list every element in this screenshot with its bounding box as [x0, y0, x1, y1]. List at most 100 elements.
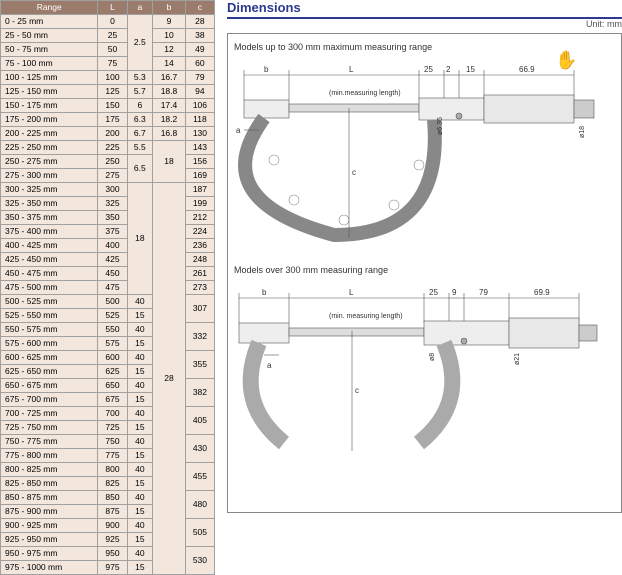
cell: 150 - 175 mm	[1, 99, 98, 113]
cell: 2.5	[127, 15, 153, 71]
cell: 40	[127, 323, 153, 337]
cell: 236	[185, 239, 214, 253]
cell: 225 - 250 mm	[1, 141, 98, 155]
cell: 5.7	[127, 85, 153, 99]
svg-text:c: c	[355, 386, 359, 395]
svg-text:ø18: ø18	[579, 126, 586, 138]
cell: 405	[185, 407, 214, 435]
cell: 625 - 650 mm	[1, 365, 98, 379]
cell: 382	[185, 379, 214, 407]
spec-table-panel: RangeLabc 0 - 25 mm02.592825 - 50 mm2510…	[0, 0, 215, 537]
cell: 25 - 50 mm	[1, 29, 98, 43]
cell: 850	[98, 491, 127, 505]
dimensions-panel: Dimensions Unit: mm Models up to 300 mm …	[215, 0, 622, 537]
cell: 775	[98, 449, 127, 463]
col-header: a	[127, 1, 153, 15]
cell: 6.5	[127, 155, 153, 183]
cell: 430	[185, 435, 214, 463]
cell: 750 - 775 mm	[1, 435, 98, 449]
diagram-box: Models up to 300 mm maximum measuring ra…	[227, 33, 622, 513]
cell: 6	[127, 99, 153, 113]
cell: 143	[185, 141, 214, 155]
cell: 15	[127, 393, 153, 407]
cell: 16.8	[153, 127, 186, 141]
svg-text:9: 9	[452, 288, 457, 297]
cell: 38	[185, 29, 214, 43]
cell: 175 - 200 mm	[1, 113, 98, 127]
svg-text:L: L	[349, 65, 354, 74]
svg-text:c: c	[352, 168, 356, 177]
cell: 40	[127, 491, 153, 505]
cell: 825	[98, 477, 127, 491]
cell: 200 - 225 mm	[1, 127, 98, 141]
cell: 125 - 150 mm	[1, 85, 98, 99]
cell: 14	[153, 57, 186, 71]
cell: 350	[98, 211, 127, 225]
cell: 118	[185, 113, 214, 127]
svg-text:69.9: 69.9	[534, 288, 550, 297]
cell: 875 - 900 mm	[1, 505, 98, 519]
cell: 480	[185, 491, 214, 519]
cell: 375 - 400 mm	[1, 225, 98, 239]
cell: 187	[185, 183, 214, 197]
cell: 525	[98, 309, 127, 323]
cell: 273	[185, 281, 214, 295]
cell: 575	[98, 337, 127, 351]
svg-text:2: 2	[446, 65, 451, 74]
cell: 15	[127, 309, 153, 323]
cell: 375	[98, 225, 127, 239]
diagram1-svg: b L 25 2 15 66.9 (min.measuring length)	[234, 60, 604, 250]
cell: 325 - 350 mm	[1, 197, 98, 211]
cell: 475	[98, 281, 127, 295]
svg-text:a: a	[267, 361, 272, 370]
cell: 40	[127, 295, 153, 309]
svg-text:ø21: ø21	[514, 353, 521, 365]
col-header: b	[153, 1, 186, 15]
cell: 79	[185, 71, 214, 85]
cell: 550 - 575 mm	[1, 323, 98, 337]
cell: 49	[185, 43, 214, 57]
cell: 650	[98, 379, 127, 393]
svg-text:66.9: 66.9	[519, 65, 535, 74]
cell: 475 - 500 mm	[1, 281, 98, 295]
cell: 15	[127, 505, 153, 519]
cell: 725	[98, 421, 127, 435]
cell: 0 - 25 mm	[1, 15, 98, 29]
cell: 900 - 925 mm	[1, 519, 98, 533]
cell: 650 - 675 mm	[1, 379, 98, 393]
svg-text:a: a	[236, 126, 241, 135]
cell: 28	[153, 183, 186, 575]
cell: 675	[98, 393, 127, 407]
cell: 530	[185, 547, 214, 575]
cell: 224	[185, 225, 214, 239]
cell: 355	[185, 351, 214, 379]
svg-text:25: 25	[429, 288, 438, 297]
cell: 225	[98, 141, 127, 155]
cell: 40	[127, 435, 153, 449]
svg-text:15: 15	[466, 65, 475, 74]
svg-text:(min.measuring length): (min.measuring length)	[329, 90, 401, 97]
cell: 400	[98, 239, 127, 253]
cell: 50	[98, 43, 127, 57]
cell: 12	[153, 43, 186, 57]
cell: 575 - 600 mm	[1, 337, 98, 351]
cell: 400 - 425 mm	[1, 239, 98, 253]
cell: 925	[98, 533, 127, 547]
cell: 106	[185, 99, 214, 113]
cell: 40	[127, 519, 153, 533]
svg-text:b: b	[262, 288, 267, 297]
cell: 332	[185, 323, 214, 351]
cell: 600	[98, 351, 127, 365]
cell: 300 - 325 mm	[1, 183, 98, 197]
cell: 500	[98, 295, 127, 309]
cell: 250 - 275 mm	[1, 155, 98, 169]
cell: 150	[98, 99, 127, 113]
cell: 15	[127, 365, 153, 379]
cell: 450	[98, 267, 127, 281]
cell: 775 - 800 mm	[1, 449, 98, 463]
cell: 500 - 525 mm	[1, 295, 98, 309]
svg-text:ø6.35: ø6.35	[437, 117, 444, 135]
cell: 975	[98, 561, 127, 575]
svg-text:ø8: ø8	[429, 353, 436, 361]
cell: 700	[98, 407, 127, 421]
